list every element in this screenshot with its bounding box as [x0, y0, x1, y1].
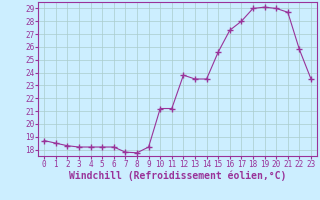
- X-axis label: Windchill (Refroidissement éolien,°C): Windchill (Refroidissement éolien,°C): [69, 171, 286, 181]
